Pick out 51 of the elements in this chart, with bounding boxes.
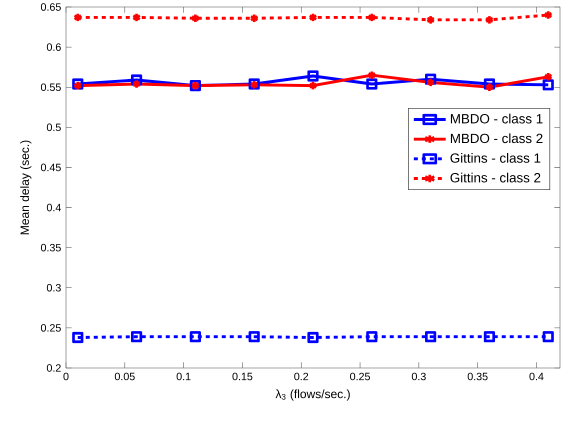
x-tick-label: 0.4: [529, 372, 544, 380]
x-tick-label: 0.05: [114, 372, 135, 380]
point: [73, 12, 82, 22]
point: [308, 80, 318, 91]
y-tick-label: 0.35: [40, 244, 61, 252]
x-tick-label: 0.35: [468, 372, 488, 380]
legend-label: Gittins - class 2: [450, 172, 540, 182]
point: [190, 331, 201, 342]
point: [132, 12, 142, 22]
point: [132, 78, 142, 90]
y-tick-label: 0.55: [40, 83, 61, 91]
point: [248, 331, 260, 342]
x-tick-label: 0.3: [412, 372, 426, 380]
point: [367, 12, 376, 22]
y-tick-label: 0.65: [40, 3, 61, 11]
y-tick-label: 0.25: [40, 324, 61, 332]
y-tick-label: 0.6: [46, 43, 61, 51]
point: [426, 77, 436, 88]
point: [544, 10, 553, 20]
point: [367, 70, 376, 80]
point: [484, 14, 494, 25]
legend-label: Gittins - class 1: [450, 153, 540, 163]
point: [72, 332, 84, 344]
y-tick-label: 0.2: [46, 364, 61, 372]
x-tick-label: 0.2: [294, 372, 308, 380]
y-tick-label: 0.4: [46, 204, 61, 212]
x-tick-label: 0.25: [350, 372, 370, 380]
point: [542, 331, 554, 342]
point: [307, 332, 319, 344]
point: [366, 331, 378, 342]
y-tick-label: 0.5: [46, 124, 61, 132]
x-tick-label: 0: [63, 372, 69, 380]
point: [484, 82, 494, 92]
point: [484, 331, 496, 342]
point: [542, 79, 554, 90]
point: [190, 13, 200, 24]
y-tick-label: 0.45: [40, 164, 61, 172]
point: [130, 331, 142, 342]
x-tick-label: 0.15: [232, 372, 252, 380]
x-tick-label: 0.1: [176, 372, 191, 380]
x-axis-title: λ$_{3}$ (flows/sec.): [276, 389, 350, 401]
point: [425, 331, 436, 342]
point: [366, 78, 378, 90]
point: [426, 14, 436, 25]
legend-label: MBDO - class 1: [450, 114, 543, 124]
legend-label: MBDO - class 2: [450, 133, 543, 144]
point: [308, 12, 318, 22]
y-tick-label: 0.3: [46, 284, 61, 292]
point: [307, 70, 319, 82]
y-axis-title: Mean delay (sec.): [20, 140, 32, 234]
point: [250, 13, 259, 24]
